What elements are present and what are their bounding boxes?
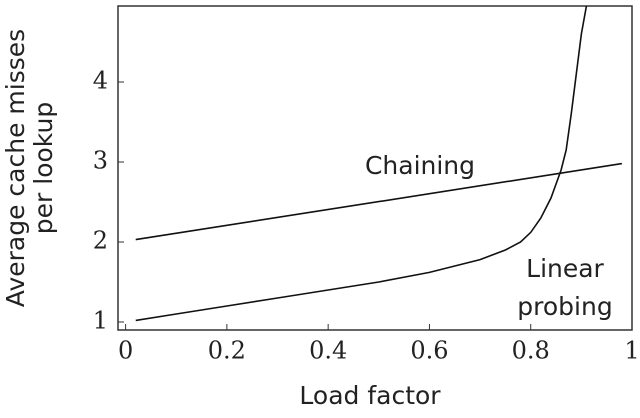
y-tick-label: 3 <box>93 147 108 175</box>
x-tick-label: 0.2 <box>208 337 246 365</box>
y-tick-label: 2 <box>93 227 108 255</box>
y-axis-label: Average cache misses per lookup <box>1 28 58 308</box>
y-tick-label: 4 <box>93 67 108 95</box>
x-tick-label: 0 <box>118 337 133 365</box>
x-tick-label: 1 <box>624 337 639 365</box>
series-line <box>135 162 622 241</box>
x-axis-label: Load factor <box>299 381 441 410</box>
series-label: Linear probing <box>517 254 613 321</box>
series-line <box>135 6 588 322</box>
x-tick-label: 0.6 <box>410 337 448 365</box>
x-tick-label: 0.8 <box>512 337 550 365</box>
plot-frame <box>117 5 633 331</box>
x-tick-label: 0.4 <box>309 337 347 365</box>
series-label: Chaining <box>364 151 476 180</box>
y-tick-label: 1 <box>93 307 108 335</box>
